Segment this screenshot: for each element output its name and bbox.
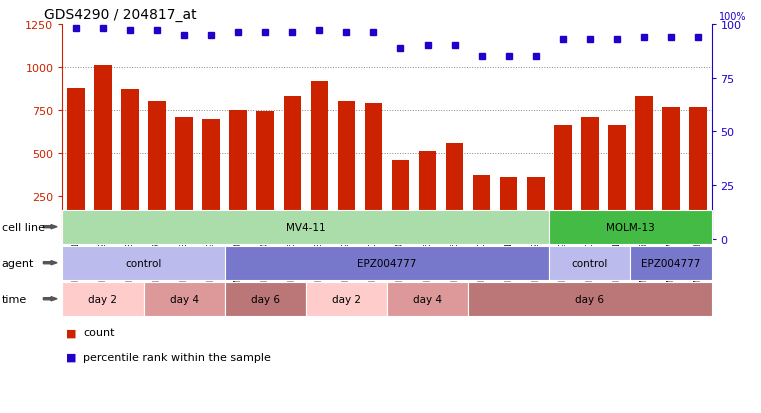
Bar: [581, 118, 599, 240]
Bar: [256, 112, 274, 240]
Text: day 4: day 4: [170, 294, 199, 304]
Text: count: count: [83, 328, 114, 337]
Text: percentile rank within the sample: percentile rank within the sample: [83, 352, 271, 362]
Bar: [635, 97, 653, 240]
Bar: [94, 66, 112, 240]
Bar: [419, 152, 436, 240]
Bar: [473, 176, 490, 240]
Text: ■: ■: [66, 352, 77, 362]
Text: cell line: cell line: [2, 222, 45, 232]
Text: GDS4290 / 204817_at: GDS4290 / 204817_at: [43, 8, 196, 22]
Text: day 4: day 4: [413, 294, 442, 304]
Text: control: control: [126, 258, 162, 268]
Bar: [527, 178, 545, 240]
Bar: [121, 90, 139, 240]
Text: ■: ■: [66, 328, 77, 337]
Bar: [284, 97, 301, 240]
Text: EPZ004777: EPZ004777: [642, 258, 701, 268]
Bar: [148, 102, 166, 240]
Bar: [229, 111, 247, 240]
Text: day 6: day 6: [575, 294, 604, 304]
Bar: [338, 102, 355, 240]
Bar: [608, 126, 626, 240]
Bar: [175, 118, 193, 240]
Bar: [500, 178, 517, 240]
Text: control: control: [572, 258, 608, 268]
Text: MOLM-13: MOLM-13: [606, 222, 654, 232]
Text: time: time: [2, 294, 27, 304]
Bar: [554, 126, 572, 240]
Bar: [310, 81, 328, 240]
Bar: [67, 88, 84, 240]
Text: day 6: day 6: [251, 294, 280, 304]
Text: day 2: day 2: [88, 294, 117, 304]
Text: MV4-11: MV4-11: [286, 222, 326, 232]
Bar: [392, 161, 409, 240]
Bar: [662, 107, 680, 240]
Text: agent: agent: [2, 258, 34, 268]
Text: day 2: day 2: [332, 294, 361, 304]
Bar: [365, 104, 382, 240]
Text: 100%: 100%: [718, 12, 746, 22]
Bar: [202, 119, 220, 240]
Bar: [446, 143, 463, 240]
Text: EPZ004777: EPZ004777: [357, 258, 417, 268]
Bar: [689, 107, 707, 240]
